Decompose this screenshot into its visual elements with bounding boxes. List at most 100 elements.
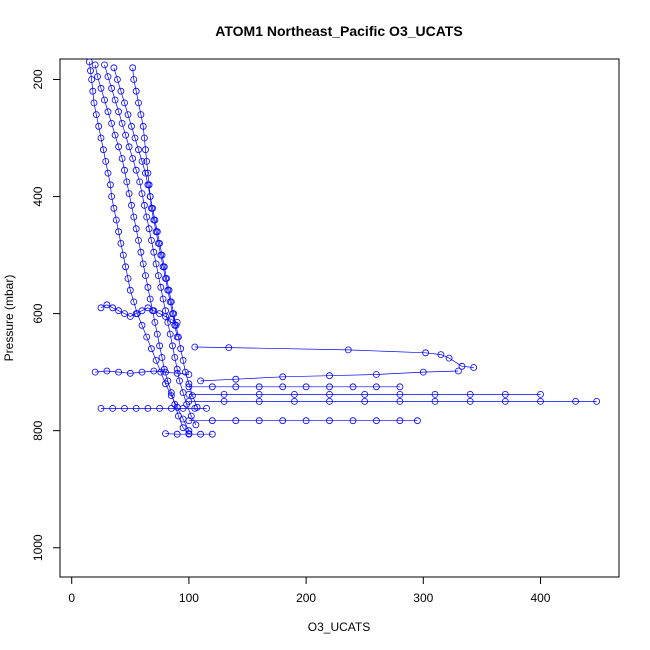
data-point bbox=[255, 397, 263, 405]
data-point bbox=[90, 99, 98, 107]
y-tick-label: 1000 bbox=[31, 534, 45, 561]
data-point bbox=[117, 239, 125, 247]
series-line bbox=[113, 67, 198, 408]
series-line bbox=[94, 64, 190, 434]
data-point bbox=[220, 397, 228, 405]
data-point bbox=[138, 368, 146, 376]
data-point bbox=[150, 307, 158, 315]
series-3 bbox=[110, 64, 201, 411]
data-point bbox=[124, 275, 132, 282]
data-point bbox=[121, 166, 128, 174]
data-point bbox=[197, 377, 205, 385]
data-point bbox=[156, 342, 164, 350]
series-line bbox=[104, 64, 197, 425]
data-point bbox=[130, 213, 138, 221]
data-point bbox=[166, 330, 174, 338]
data-point bbox=[162, 430, 169, 438]
series-9 bbox=[191, 343, 478, 371]
data-point bbox=[152, 228, 160, 236]
data-point bbox=[142, 272, 149, 280]
data-point bbox=[159, 295, 167, 303]
data-point bbox=[125, 190, 133, 198]
data-point bbox=[101, 96, 108, 104]
data-point bbox=[157, 251, 165, 259]
data-point bbox=[225, 344, 233, 352]
data-point bbox=[185, 371, 193, 378]
plot-frame bbox=[59, 58, 620, 578]
data-point bbox=[144, 404, 152, 412]
data-point bbox=[145, 181, 153, 189]
data-point bbox=[126, 286, 134, 294]
data-point bbox=[179, 424, 187, 432]
data-point bbox=[158, 354, 166, 361]
data-point bbox=[232, 383, 240, 391]
series-line bbox=[132, 67, 178, 338]
series-12 bbox=[185, 390, 544, 398]
data-point bbox=[290, 397, 298, 405]
data-point bbox=[121, 310, 128, 318]
data-point bbox=[104, 73, 112, 80]
data-point bbox=[152, 260, 160, 268]
data-point bbox=[143, 333, 151, 341]
data-point bbox=[593, 397, 601, 405]
data-point bbox=[108, 193, 115, 200]
data-point bbox=[396, 397, 404, 405]
y-tick-label: 200 bbox=[31, 69, 45, 89]
data-point bbox=[167, 316, 175, 323]
data-point bbox=[138, 307, 146, 315]
data-point bbox=[174, 412, 182, 420]
data-point bbox=[156, 310, 164, 318]
data-point bbox=[164, 377, 172, 385]
data-point bbox=[111, 96, 119, 104]
data-point bbox=[437, 351, 445, 359]
series-4 bbox=[129, 64, 181, 341]
data-point bbox=[419, 368, 427, 376]
series-line bbox=[200, 370, 459, 382]
data-point bbox=[159, 263, 167, 271]
data-point bbox=[454, 367, 462, 375]
data-point bbox=[89, 87, 97, 95]
data-point bbox=[396, 390, 404, 398]
data-point bbox=[115, 228, 122, 236]
data-point bbox=[102, 157, 110, 165]
data-point bbox=[279, 383, 287, 391]
data-point bbox=[115, 368, 122, 376]
data-point bbox=[173, 365, 181, 373]
data-point bbox=[153, 330, 161, 338]
series-7 bbox=[97, 404, 210, 412]
data-point bbox=[139, 122, 147, 130]
data-point bbox=[154, 239, 162, 247]
series-5 bbox=[97, 301, 181, 326]
data-point bbox=[121, 404, 128, 412]
data-point bbox=[326, 383, 333, 391]
data-point bbox=[152, 356, 160, 364]
data-point bbox=[132, 166, 140, 174]
data-point bbox=[112, 216, 120, 224]
data-point bbox=[132, 310, 140, 318]
data-point bbox=[372, 371, 380, 378]
data-point bbox=[128, 122, 135, 130]
data-point bbox=[537, 397, 544, 405]
data-point bbox=[167, 404, 175, 412]
data-point bbox=[572, 397, 579, 405]
data-point bbox=[85, 58, 93, 66]
data-point bbox=[108, 84, 115, 92]
data-point bbox=[88, 76, 95, 83]
data-point bbox=[143, 213, 151, 221]
series-2 bbox=[101, 61, 200, 429]
data-point bbox=[162, 368, 169, 376]
data-point bbox=[154, 272, 162, 280]
series-6 bbox=[91, 367, 193, 378]
data-point bbox=[144, 169, 152, 177]
data-point bbox=[162, 275, 169, 282]
data-point bbox=[137, 111, 145, 118]
data-layer bbox=[85, 58, 601, 438]
data-point bbox=[100, 146, 107, 154]
data-point bbox=[326, 397, 333, 405]
data-point bbox=[104, 169, 112, 177]
data-point bbox=[279, 373, 287, 381]
data-point bbox=[185, 397, 193, 405]
data-point bbox=[122, 263, 129, 271]
data-point bbox=[290, 390, 298, 398]
data-point bbox=[173, 369, 181, 377]
